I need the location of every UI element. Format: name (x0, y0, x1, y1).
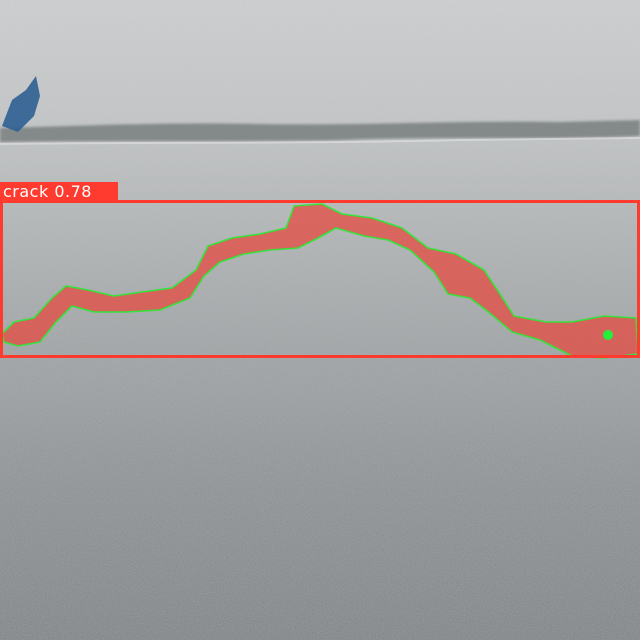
detection-confidence: 0.78 (54, 182, 92, 201)
pavement-groove (0, 120, 640, 142)
detection-label-background (0, 182, 118, 202)
crack-mask (2, 204, 638, 358)
blue-debris (2, 76, 40, 132)
detection-class: crack (3, 182, 49, 201)
detection-box (0, 200, 640, 358)
detection-keypoint (603, 330, 613, 340)
groove-highlight (0, 137, 640, 145)
detection-label: crack 0.78 (0, 182, 95, 202)
